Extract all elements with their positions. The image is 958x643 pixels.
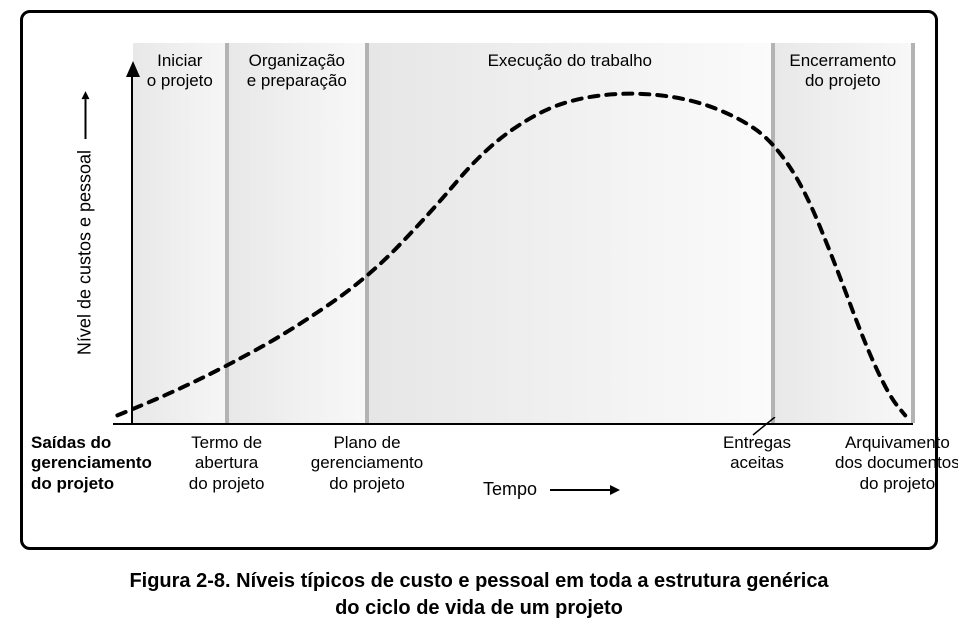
milestone-label: Plano degerenciamentodo projeto: [297, 433, 437, 494]
leader-line: [745, 417, 785, 437]
figure-caption: Figura 2-8. Níveis típicos de custo e pe…: [20, 568, 938, 622]
figure-caption-text: Figura 2-8. Níveis típicos de custo e pe…: [129, 570, 828, 619]
outputs-header: Saídas dogerenciamentodo projeto: [31, 433, 151, 494]
curve-svg: [133, 43, 913, 423]
plot-area: Iniciaro projetoOrganizaçãoe preparaçãoE…: [133, 43, 913, 423]
milestone-label: Entregasaceitas: [687, 433, 827, 474]
milestone-label: Termo deaberturado projeto: [157, 433, 297, 494]
x-axis-label-wrap: Tempo: [483, 479, 620, 501]
x-axis-label-arrow: [550, 480, 620, 501]
y-axis-label: Nível de custos e pessoal: [75, 91, 96, 355]
below-axis-labels: Saídas dogerenciamentodo projeto Termo d…: [23, 431, 941, 541]
y-axis-label-arrow: [75, 91, 96, 139]
cost-curve: [117, 94, 905, 416]
x-axis-line: [113, 423, 913, 425]
milestone-label: Arquivamentodos documentosdo projeto: [827, 433, 958, 494]
outputs-header-text: Saídas dogerenciamentodo projeto: [31, 433, 152, 493]
y-axis-label-text: Nível de custos e pessoal: [75, 150, 95, 355]
figure-frame: Iniciaro projetoOrganizaçãoe preparaçãoE…: [20, 10, 938, 550]
x-axis-label-text: Tempo: [483, 479, 537, 499]
